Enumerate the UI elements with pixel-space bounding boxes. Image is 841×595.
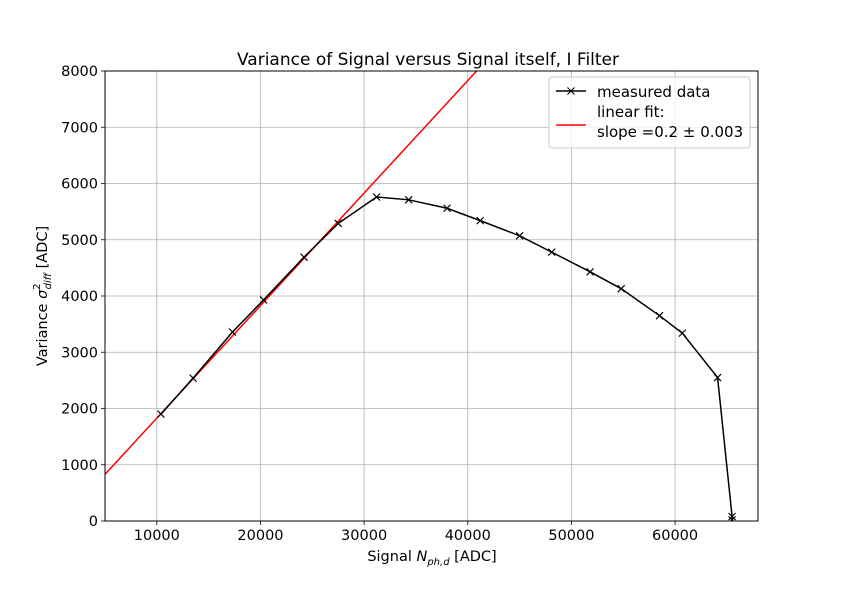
y-tick-label: 4000	[61, 289, 98, 305]
legend-measured-marker	[567, 87, 575, 95]
data-point-marker	[678, 329, 687, 338]
chart-title: Variance of Signal versus Signal itself,…	[237, 50, 619, 70]
data-point-marker	[713, 373, 722, 382]
data-point-marker	[189, 374, 198, 383]
fit-line-layer	[105, 71, 478, 475]
y-tick-label: 6000	[61, 177, 98, 193]
data-point-marker	[404, 195, 413, 204]
fit-line	[105, 71, 478, 475]
data-point-marker	[617, 284, 626, 293]
data-point-marker	[728, 512, 737, 521]
data-point-marker	[515, 231, 524, 240]
data-point-marker	[655, 311, 664, 320]
y-tick-label: 2000	[61, 402, 98, 418]
y-tick-label: 5000	[61, 233, 98, 249]
y-tick-label: 7000	[61, 120, 98, 136]
y-axis-ticks: 0 1000 2000 3000 4000 5000 6000 7000 8000	[61, 64, 105, 530]
x-tick-label: 60000	[652, 528, 698, 544]
data-point-marker	[443, 204, 451, 213]
data-point-marker	[228, 328, 237, 336]
y-tick-label: 3000	[61, 345, 98, 361]
x-axis-label: Signal Nph,d [ADC]	[367, 549, 496, 568]
data-point-marker	[372, 193, 381, 201]
y-axis-label: Variance σ2diff [ADC]	[32, 226, 54, 366]
y-tick-label: 0	[89, 514, 98, 530]
legend-measured-label: measured data	[597, 83, 711, 101]
x-tick-label: 10000	[134, 528, 180, 544]
data-series-layer	[157, 193, 737, 521]
x-tick-label: 20000	[237, 528, 283, 544]
data-point-marker	[259, 296, 268, 304]
data-point-marker	[334, 219, 343, 228]
data-point-marker	[547, 248, 556, 257]
legend-box	[548, 76, 751, 149]
y-tick-label: 8000	[61, 64, 98, 80]
data-point-marker	[728, 515, 737, 521]
data-point-marker	[586, 267, 595, 276]
data-point-marker	[157, 410, 165, 419]
x-tick-label: 40000	[445, 528, 491, 544]
legend: measured data linear fit: slope =0.2 ± 0…	[548, 76, 751, 149]
y-tick-label: 1000	[61, 458, 98, 474]
data-point-marker	[300, 253, 308, 262]
legend-fit-label-line1: linear fit:	[597, 103, 665, 121]
x-axis-ticks: 10000 20000 30000 40000 50000 60000	[134, 521, 698, 544]
x-tick-label: 50000	[548, 528, 594, 544]
data-point-marker	[476, 216, 485, 225]
legend-fit-label-line2: slope =0.2 ± 0.003	[597, 123, 743, 141]
x-tick-label: 30000	[341, 528, 387, 544]
